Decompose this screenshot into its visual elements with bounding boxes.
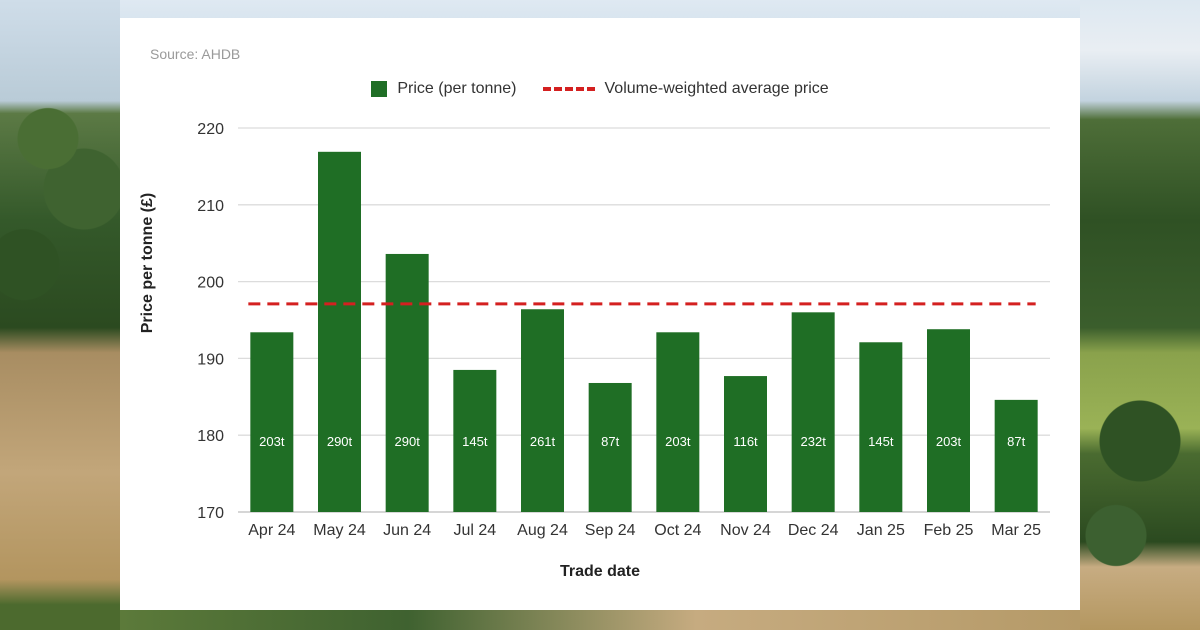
y-tick-label: 220: [197, 121, 224, 138]
y-tick-label: 170: [197, 505, 224, 522]
y-tick-label: 210: [197, 198, 224, 215]
x-tick-label: Sep 24: [585, 522, 636, 539]
legend-swatch-average: [542, 87, 595, 91]
legend-label-price: Price (per tonne): [397, 80, 517, 97]
bar-data-label: 261t: [530, 434, 556, 449]
legend-swatch-price: [371, 81, 388, 97]
bar: [250, 332, 294, 512]
x-tick-label: Jul 24: [453, 522, 496, 539]
x-tick-label: Jun 24: [383, 522, 431, 539]
bar-data-label: 145t: [868, 434, 894, 449]
x-tick-label: May 24: [313, 522, 366, 539]
bar-data-label: 290t: [395, 434, 421, 449]
x-tick-label: Aug 24: [517, 522, 568, 539]
x-tick-label: Mar 25: [991, 522, 1041, 539]
y-axis-label: Price per tonne (£): [139, 192, 156, 334]
bar: [588, 382, 632, 512]
x-tick-label: Apr 24: [248, 522, 295, 539]
bar: [724, 376, 767, 512]
x-axis-label: Trade date: [559, 563, 641, 580]
y-tick-label: 200: [197, 275, 224, 292]
x-tick-label: Nov 24: [720, 522, 771, 539]
bar: [656, 332, 700, 512]
chart-legend: Price (per tonne) Volume-weighted averag…: [120, 80, 1080, 98]
x-tick-label: Jan 25: [857, 522, 905, 539]
bar: [385, 253, 429, 512]
background-right: [1080, 0, 1200, 630]
x-tick-label: Dec 24: [788, 522, 839, 539]
x-tick-label: Oct 24: [654, 522, 701, 539]
bar: [859, 342, 903, 512]
legend-label-average: Volume-weighted average price: [604, 80, 829, 97]
bar: [791, 312, 835, 512]
bar: [318, 151, 361, 513]
bar-data-label: 232t: [801, 434, 827, 449]
bar-data-label: 116t: [733, 434, 758, 449]
legend-item-price: Price (per tonne): [371, 80, 517, 98]
bar: [994, 399, 1038, 512]
bar-data-label: 145t: [462, 434, 488, 449]
bar-chart: 170 180 190 200 210 220 203t Apr 24 290t May 24 29…: [197, 121, 1050, 539]
bar: [453, 369, 497, 512]
y-tick-label: 190: [197, 351, 224, 368]
bar-data-label: 203t: [259, 434, 285, 449]
source-note: Source: AHDB: [150, 46, 241, 62]
chart-card: Source: AHDB Price (per tonne) Volume-we…: [120, 18, 1080, 610]
x-tick-label: Feb 25: [924, 522, 974, 539]
bar-data-label: 290t: [327, 434, 353, 449]
y-tick-label: 180: [197, 428, 224, 445]
bar: [927, 329, 970, 512]
background-left: [0, 0, 120, 630]
bar-data-label: 203t: [665, 434, 691, 449]
bar-data-label: 203t: [936, 434, 962, 449]
legend-item-average: Volume-weighted average price: [542, 80, 829, 98]
background-bottom: [120, 610, 1080, 630]
bar: [521, 309, 564, 512]
bar-data-label: 87t: [601, 434, 619, 449]
bar-data-label: 87t: [1007, 434, 1025, 449]
